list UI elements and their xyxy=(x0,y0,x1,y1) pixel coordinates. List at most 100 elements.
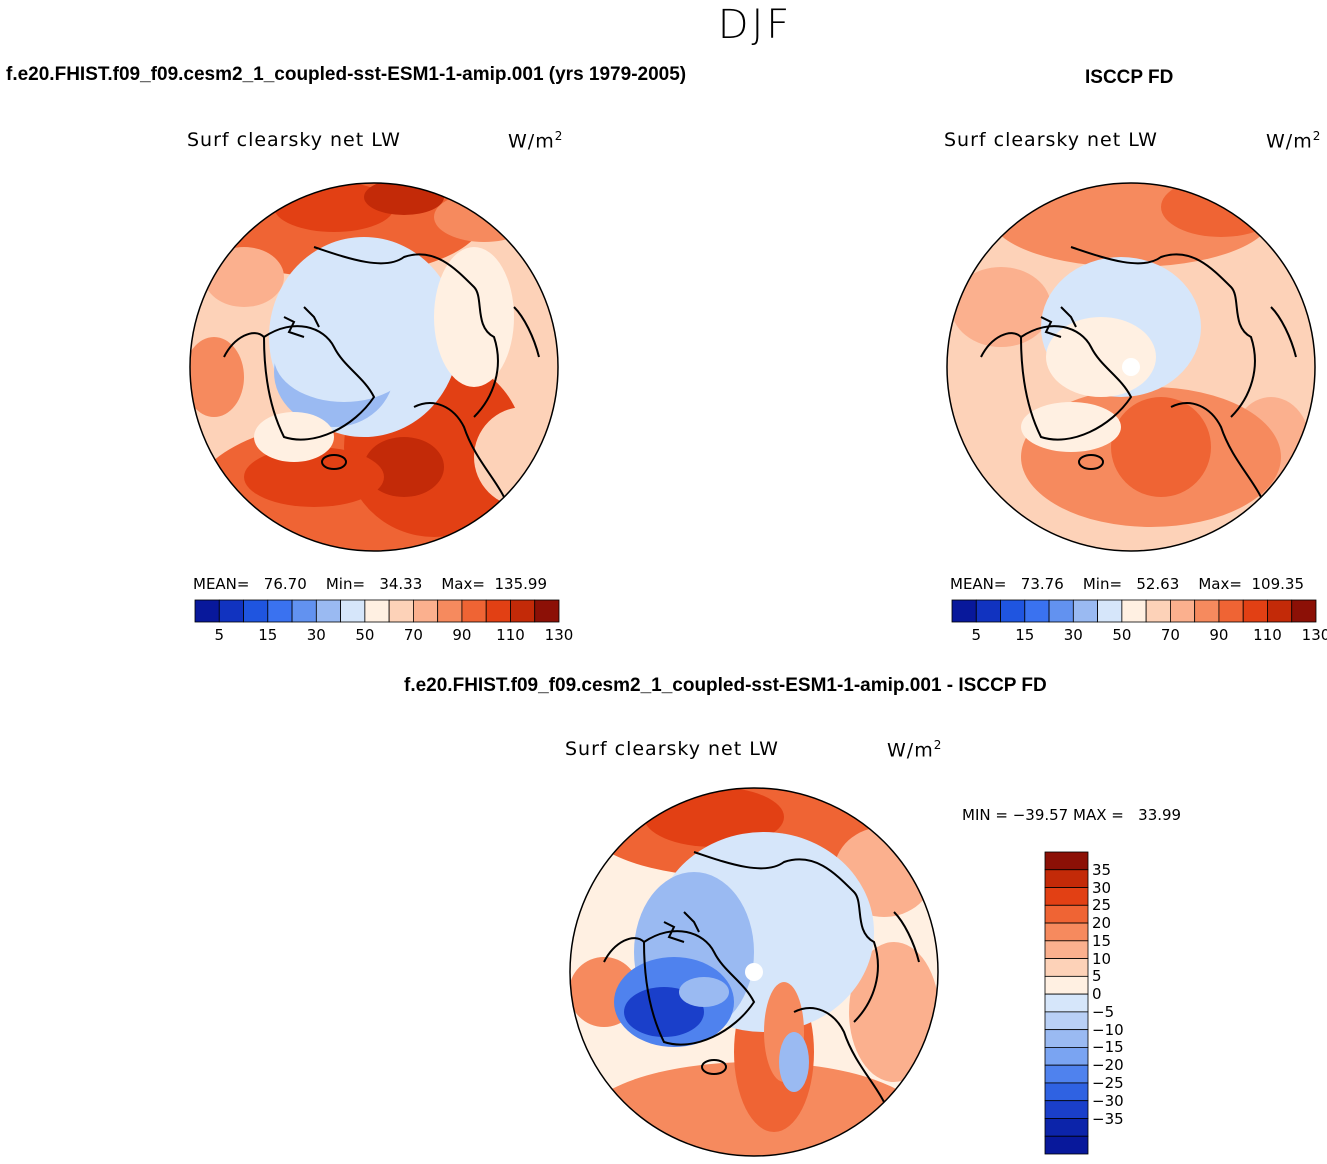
obs-colorbar-swatch xyxy=(1024,599,1050,623)
diff-colorbar-tick-label: 25 xyxy=(1092,896,1112,915)
model-colorbar-swatch xyxy=(437,599,463,623)
model-colorbar-tick-label: 130 xyxy=(544,626,574,644)
diff-polar-map xyxy=(569,787,939,1157)
model-colorbar-swatch xyxy=(510,599,536,623)
model-colorbar-tick-label: 50 xyxy=(355,626,375,644)
diff-colorbar-swatch xyxy=(1044,1118,1089,1137)
obs-colorbar-tick-label: 130 xyxy=(1301,626,1327,644)
obs-polar-map xyxy=(946,182,1316,552)
diff-colorbar-swatch xyxy=(1044,1100,1089,1119)
obs-colorbar-swatch xyxy=(1218,599,1244,623)
obs-colorbar-swatch xyxy=(1242,599,1268,623)
model-colorbar-swatch xyxy=(461,599,487,623)
obs-colorbar-tick-label: 15 xyxy=(1015,626,1035,644)
diff-colorbar-swatch xyxy=(1044,1047,1089,1066)
diff-panel-title: f.e20.FHIST.f09_f09.cesm2_1_coupled-sst-… xyxy=(404,675,1047,696)
model-colorbar-tick-label: 110 xyxy=(496,626,525,644)
model-variable-label: Surf clearsky net LW xyxy=(187,129,401,151)
model-panel-title: f.e20.FHIST.f09_f09.cesm2_1_coupled-sst-… xyxy=(6,64,687,85)
diff-colorbar-swatch xyxy=(1044,1064,1089,1084)
obs-stats: MEAN= 73.76 Min= 52.63 Max= 109.35 xyxy=(950,575,1304,593)
model-colorbar-swatch xyxy=(534,599,560,623)
obs-colorbar-tick-label: 90 xyxy=(1209,626,1229,644)
diff-colorbar-tick-label: 15 xyxy=(1092,931,1112,950)
model-units-label: W/m2 xyxy=(508,129,564,153)
diff-colorbar-swatch xyxy=(1044,940,1089,959)
diff-colorbar-swatch xyxy=(1044,1029,1089,1048)
model-colorbar-tick-label: 70 xyxy=(403,626,423,644)
model-max-label: Max= xyxy=(441,575,485,593)
obs-max-value: 109.35 xyxy=(1251,575,1305,593)
obs-colorbar-swatch xyxy=(1291,599,1317,623)
diff-colorbar-tick-label: −30 xyxy=(1092,1091,1124,1110)
diff-colorbar-tick-label: −20 xyxy=(1092,1056,1124,1075)
diff-colorbar-swatch xyxy=(1044,1082,1089,1102)
model-colorbar-swatch xyxy=(485,599,511,623)
diff-colorbar-swatch xyxy=(1044,851,1089,871)
model-colorbar-swatch xyxy=(315,599,342,623)
diff-colorbar xyxy=(1044,851,1089,1155)
model-colorbar xyxy=(194,599,560,623)
model-mean-value: 76.70 xyxy=(263,575,307,593)
obs-colorbar-swatch xyxy=(1267,599,1293,623)
diff-colorbar-swatch xyxy=(1044,1011,1089,1031)
model-colorbar-tick-label: 90 xyxy=(452,626,472,644)
model-max-value: 135.99 xyxy=(494,575,548,593)
diff-colorbar-tick-label: 20 xyxy=(1092,914,1112,933)
obs-colorbar-swatch xyxy=(1048,599,1074,623)
obs-colorbar-ticks: 5 15 30 50 70 90 110 130 xyxy=(952,626,1327,646)
diff-colorbar-tick-label: −10 xyxy=(1092,1020,1124,1039)
diff-colorbar-swatch xyxy=(1044,975,1089,995)
diff-colorbar-tick-label: −25 xyxy=(1092,1073,1124,1092)
model-colorbar-swatch xyxy=(267,599,293,623)
obs-colorbar-swatch xyxy=(1194,599,1220,623)
diff-colorbar-tick-label: 5 xyxy=(1092,967,1102,986)
obs-colorbar-swatch xyxy=(1072,599,1099,623)
model-colorbar-tick-label: 15 xyxy=(258,626,278,644)
model-colorbar-swatch xyxy=(243,599,269,623)
obs-panel-title: ISCCP FD xyxy=(1085,67,1174,88)
model-mean-label: MEAN= xyxy=(193,575,250,593)
model-colorbar-swatch xyxy=(412,599,439,623)
obs-colorbar-tick-label: 110 xyxy=(1253,626,1282,644)
model-colorbar-swatch xyxy=(194,599,220,623)
obs-colorbar-swatch xyxy=(1121,599,1147,623)
diff-colorbar-tick-label: 35 xyxy=(1092,860,1112,879)
obs-colorbar-swatch xyxy=(1145,599,1171,623)
model-colorbar-tick-label: 30 xyxy=(306,626,326,644)
obs-colorbar xyxy=(951,599,1317,623)
diff-min-label: MIN = xyxy=(962,806,1008,824)
diff-colorbar-swatch xyxy=(1044,887,1089,906)
diff-colorbar-tick-label: −15 xyxy=(1092,1038,1124,1057)
obs-colorbar-tick-label: 5 xyxy=(971,626,982,644)
diff-colorbar-swatch xyxy=(1044,1135,1089,1155)
obs-colorbar-swatch xyxy=(1000,599,1026,623)
diff-colorbar-tick-label: 0 xyxy=(1092,985,1102,1004)
diff-colorbar-tick-label: 10 xyxy=(1092,949,1112,968)
obs-colorbar-tick-label: 50 xyxy=(1112,626,1132,644)
model-stats: MEAN= 76.70 Min= 34.33 Max= 135.99 xyxy=(193,575,547,593)
diff-colorbar-swatch xyxy=(1044,958,1089,977)
diff-colorbar-swatch xyxy=(1044,869,1089,888)
model-colorbar-tick-label: 5 xyxy=(214,626,225,644)
diff-colorbar-tick-label: −5 xyxy=(1092,1002,1115,1021)
model-colorbar-swatch xyxy=(340,599,366,623)
obs-colorbar-swatch xyxy=(1169,599,1196,623)
diff-colorbar-tick-label: −35 xyxy=(1092,1109,1124,1128)
diff-colorbar-tick-label: 30 xyxy=(1092,878,1112,897)
model-colorbar-ticks: 5 15 30 50 70 90 110 130 xyxy=(195,626,574,646)
obs-mean-label: MEAN= xyxy=(950,575,1007,593)
model-polar-map xyxy=(189,182,559,552)
model-colorbar-swatch xyxy=(388,599,414,623)
season-title: DJF xyxy=(717,2,793,48)
obs-colorbar-tick-label: 70 xyxy=(1160,626,1180,644)
model-min-value: 34.33 xyxy=(379,575,423,593)
diff-min-value: −39.57 xyxy=(1012,806,1069,824)
diff-colorbar-swatch xyxy=(1044,993,1089,1013)
model-colorbar-swatch xyxy=(218,599,244,623)
diff-units-label: W/m2 xyxy=(887,738,943,762)
diff-max-label: MAX = xyxy=(1073,806,1124,824)
obs-colorbar-swatch xyxy=(1097,599,1123,623)
obs-colorbar-swatch xyxy=(951,599,977,623)
diff-minmax: MIN = −39.57 MAX = 33.99 xyxy=(962,806,1181,824)
